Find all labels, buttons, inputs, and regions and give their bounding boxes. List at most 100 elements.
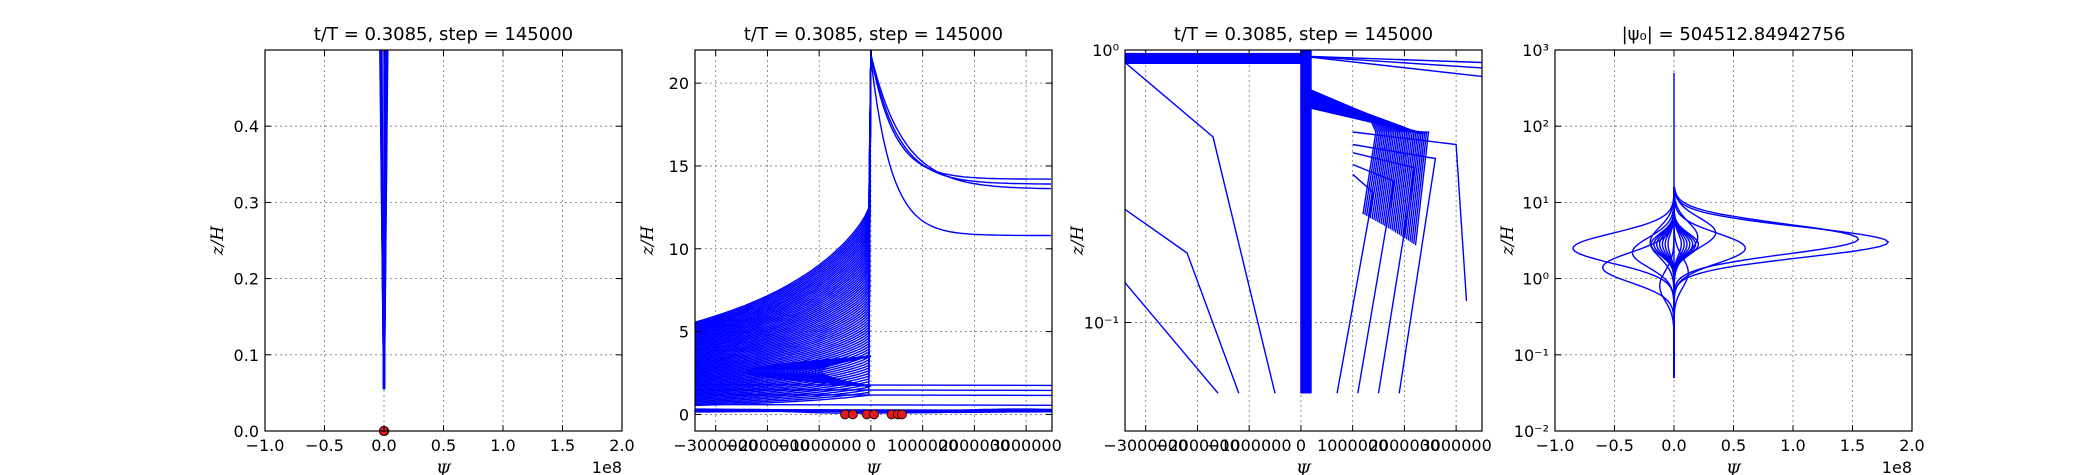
series-line [695,50,872,374]
series-line [695,50,872,363]
y-tick-label: 0.4 [234,117,259,136]
series-line [695,50,872,339]
x-tick-label: −0.5 [1595,436,1634,455]
series-line [695,50,872,328]
x-tick-label: 2000000 [1369,436,1440,455]
series-line [695,50,872,405]
series-line [695,50,872,396]
y-tick-label: 10² [1522,117,1549,136]
panel-3: −3000000−2000000−1000000 0 100000020000003… [1068,24,1492,475]
series-line [695,50,872,354]
panel-2: −3000000−2000000−1000000 0 100000020000003… [638,24,1062,475]
x-tick-label: −2000000 [1155,436,1240,455]
y-tick-label: 0.3 [234,193,259,212]
x-tick-label: 0 [866,436,876,455]
series-line [695,50,872,333]
y-axis-label: z/H [638,225,658,257]
x-axis-label: Ψ [1296,461,1312,475]
series-line [379,50,385,390]
series-line [695,50,872,351]
series-line [1673,187,1890,378]
series-line [695,50,872,334]
series-line [1125,282,1219,394]
x-tick-label: −2000000 [725,436,810,455]
x-tick-label: −1.0 [246,436,285,455]
series-line [695,50,872,358]
series-line [1300,55,1482,78]
chart-title: t/T = 0.3085, step = 145000 [1174,24,1433,45]
series-line [695,50,872,344]
series-line [695,50,872,346]
series-group [695,50,1052,414]
series-line [695,50,872,366]
series-line [695,50,872,345]
series-line [1336,173,1375,394]
y-tick-label: 10⁻² [1514,422,1549,441]
x-tick-label: 2.0 [1899,436,1924,455]
x-tick-label: −1000000 [777,436,862,455]
y-tick-label: 5 [679,323,689,342]
series-line [695,50,872,331]
series-line [695,50,872,391]
series-line [695,50,872,403]
y-tick-label: 10¹ [1522,193,1549,212]
series-line [695,50,872,338]
series-line [695,50,872,325]
series-line [695,50,872,326]
series-line [1631,187,1675,378]
y-tick-label: 10⁰ [1092,41,1119,60]
series-group [1572,72,1890,378]
x-tick-label: 0.0 [371,436,396,455]
series-line [695,50,872,323]
x-axis-label: Ψ [1726,461,1742,475]
series-line [1300,55,1482,69]
series-line [695,50,872,349]
y-axis-label: z/H [1068,225,1088,257]
series-line [1572,187,1675,378]
series-line [695,50,872,361]
series-line [820,355,872,387]
series-line [1352,152,1416,394]
x-axis-label: Ψ [866,461,882,475]
series-line [695,50,872,375]
series-line [695,50,872,373]
series-line [695,50,872,327]
x-tick-label: 1000000 [1317,436,1388,455]
series-line [695,393,1052,397]
x-tick-label: 1.5 [550,436,575,455]
y-tick-label: 10⁰ [1522,270,1549,289]
series-line [695,50,872,372]
series-line [695,50,872,335]
x-axis-label: Ψ [436,461,452,475]
x-tick-label: −1000000 [1207,436,1292,455]
series-line [1352,143,1437,394]
x-tick-label: 3000000 [990,436,1061,455]
chart-title: |ψ₀| = 504512.84942756 [1622,24,1846,45]
series-line [695,383,1052,387]
series-line [695,50,872,362]
panel-1: −1.0 −0.5 0.0 0.5 1.0 1.5 2.0 0.0 0.1 0.2 0.3 0.4 t/… [208,24,635,475]
y-tick-label: 20 [669,74,689,93]
series-line [695,50,872,360]
y-tick-label: 10 [669,240,689,259]
series-line [1125,61,1276,394]
series-line [1649,187,1675,378]
x-tick-label: 0.0 [1661,436,1686,455]
x-tick-label: 0.5 [1721,436,1746,455]
y-tick-label: 15 [669,157,689,176]
x-tick-label: 1.5 [1840,436,1865,455]
series-line [695,50,872,356]
series-line [1300,55,1482,64]
series-line [870,54,1051,190]
x-tick-label: 1000000 [887,436,958,455]
series-line [695,50,872,404]
series-line [695,50,872,347]
data-point [897,409,907,420]
x-offset-label: 1e8 [1882,458,1912,475]
series-line [383,50,389,390]
plot-frame [1124,49,1483,432]
series-line [695,388,1052,392]
plot-frame [694,49,1053,432]
series-line [695,50,872,369]
